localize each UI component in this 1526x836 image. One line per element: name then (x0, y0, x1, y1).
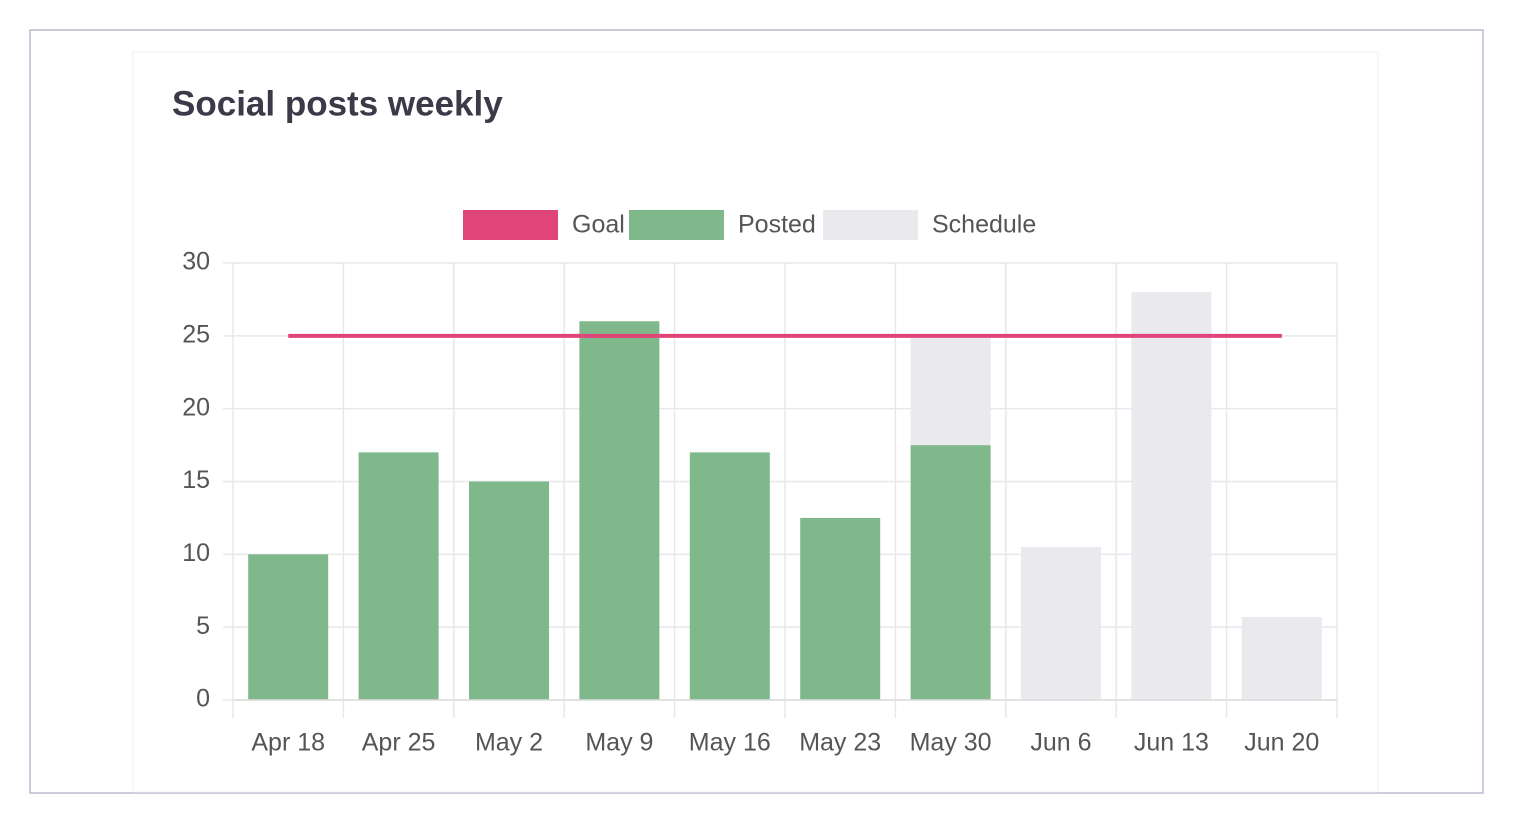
x-tick-label: Apr 18 (251, 729, 325, 757)
legend-label: Goal (572, 211, 625, 239)
legend-label: Schedule (932, 211, 1036, 239)
bar (579, 321, 660, 700)
bar (358, 452, 439, 700)
x-tick-label: May 9 (585, 729, 653, 757)
x-tick-label: Jun 6 (1030, 729, 1091, 757)
y-tick-label: 15 (182, 466, 210, 494)
bar (1241, 616, 1322, 700)
legend-swatch (463, 210, 558, 240)
bar (910, 445, 991, 700)
legend-label: Posted (738, 211, 816, 239)
x-tick-label: May 2 (475, 729, 543, 757)
x-tick-label: May 30 (910, 729, 992, 757)
y-tick-label: 0 (196, 685, 210, 713)
legend-swatch (629, 210, 724, 240)
y-tick-label: 20 (182, 393, 210, 421)
y-tick-label: 25 (182, 320, 210, 348)
x-tick-label: May 16 (689, 729, 771, 757)
x-tick-label: Apr 25 (362, 729, 436, 757)
y-tick-label: 5 (196, 612, 210, 640)
chart-title: Social posts weekly (172, 84, 503, 123)
bar (689, 452, 770, 700)
bar (1021, 547, 1101, 700)
bar (800, 517, 881, 700)
y-tick-label: 10 (182, 539, 210, 567)
legend-swatch (823, 210, 918, 240)
x-tick-label: Jun 20 (1244, 729, 1319, 757)
bar (1131, 292, 1212, 700)
bar (469, 481, 549, 700)
x-tick-label: Jun 13 (1134, 729, 1209, 757)
x-tick-label: May 23 (799, 729, 881, 757)
y-tick-label: 30 (182, 248, 210, 276)
bar (910, 335, 991, 446)
bar (248, 554, 329, 700)
